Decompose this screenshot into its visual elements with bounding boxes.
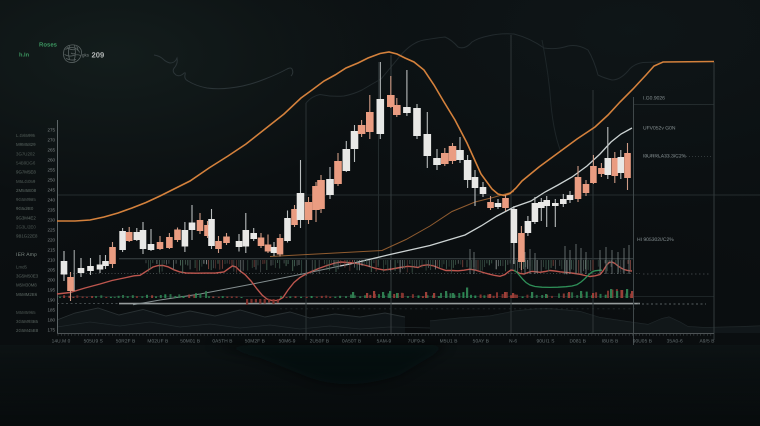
svg-text:0A5TH B: 0A5TH B [212,339,232,345]
svg-text:7UF9-B: 7UF9-B [408,339,425,345]
svg-text:50R2F B: 50R2F B [116,339,136,345]
svg-text:HI 905302I/C2%: HI 905302I/C2% [637,237,674,243]
svg-text:90UI1 S: 90UI1 S [536,339,554,345]
svg-text:M5U1 B: M5U1 B [440,339,458,345]
svg-text:I.G0.9026: I.G0.9026 [643,96,665,102]
svg-text:230: 230 [47,218,55,223]
svg-text:2G3L/2E0: 2G3L/2E0 [16,225,36,230]
svg-text:IER Amp: IER Amp [16,252,37,258]
svg-text:5AM-9: 5AM-9 [377,339,392,345]
svg-text:3G5M50E3: 3G5M50E3 [16,274,39,279]
svg-text:M5LG059: M5LG059 [16,179,36,184]
svg-text:h.In: h.In [19,52,30,59]
svg-text:9G7M5E8: 9G7M5E8 [16,170,36,175]
svg-text:185: 185 [47,308,55,313]
svg-text:A9/5 B: A9/5 B [700,339,715,345]
svg-text:I9URRLA33.3/C2%: I9URRLA33.3/C2% [643,154,687,160]
svg-text:220: 220 [47,238,55,243]
svg-text:2M5I5E08: 2M5I5E08 [16,188,37,193]
svg-text:240: 240 [47,198,55,203]
svg-text:Roses: Roses [39,42,58,49]
svg-text:245: 245 [47,188,55,193]
svg-text:gks: gks [82,53,90,58]
svg-text:2U50F B: 2U50F B [310,339,330,345]
svg-text:270: 270 [47,138,55,143]
svg-text:0A50T B: 0A50T B [342,339,361,345]
svg-text:260: 260 [47,158,55,163]
svg-text:265: 265 [47,148,55,153]
svg-text:M5MM2E6: M5MM2E6 [16,292,38,297]
svg-text:505U9 S: 505U9 S [84,339,103,345]
svg-text:M9M5829: M9M5829 [16,142,36,147]
svg-text:205: 205 [47,268,55,273]
svg-text:3G7U202: 3G7U202 [16,151,35,156]
svg-text:50M6-9: 50M6-9 [279,339,296,345]
svg-text:200: 200 [47,278,55,283]
svg-text:UFV052v G0N: UFV052v G0N [643,126,676,132]
svg-text:I8UI5 B: I8UI5 B [602,339,619,345]
svg-text:255: 255 [47,168,55,173]
svg-text:50M01 B: 50M01 B [180,339,200,345]
svg-text:175: 175 [47,328,55,333]
svg-text:9G5d/E0: 9G5d/E0 [16,206,34,211]
svg-text:235: 235 [47,208,55,213]
svg-text:9B1G22E8: 9B1G22E8 [16,234,38,239]
svg-text:195: 195 [47,288,55,293]
svg-text:M5M30M8: M5M30M8 [16,283,37,288]
svg-text:D081 B: D081 B [569,339,586,345]
svg-text:209: 209 [92,51,105,60]
svg-text:M5M5965: M5M5965 [16,310,36,315]
svg-text:Lmd5: Lmd5 [16,265,28,270]
svg-text:190: 190 [47,298,55,303]
svg-text:225: 225 [47,228,55,233]
svg-text:35A0-6: 35A0-6 [667,339,683,345]
svg-text:210: 210 [47,258,55,263]
svg-text:50AY B: 50AY B [473,339,489,345]
svg-text:250: 250 [47,178,55,183]
svg-text:3G5M93B5: 3G5M93B5 [16,319,39,324]
svg-text:180: 180 [47,318,55,323]
svg-text:50M2F B: 50M2F B [245,339,265,345]
svg-text:275: 275 [47,128,55,133]
svg-text:L.G6599h: L.G6599h [16,133,36,138]
svg-text:N-6: N-6 [509,339,517,345]
svg-text:54B9DG6: 54B9DG6 [16,160,36,165]
svg-text:215: 215 [47,248,55,253]
svg-text:9G3M4E2: 9G3M4E2 [16,215,36,220]
svg-text:2G5M45E8: 2G5M45E8 [16,328,39,333]
svg-text:14U.M 0: 14U.M 0 [52,339,71,345]
svg-text:9G5M9B5: 9G5M9B5 [16,197,36,202]
svg-text:90U05 B: 90U05 B [633,339,652,345]
svg-text:M02UF B: M02UF B [147,339,168,345]
